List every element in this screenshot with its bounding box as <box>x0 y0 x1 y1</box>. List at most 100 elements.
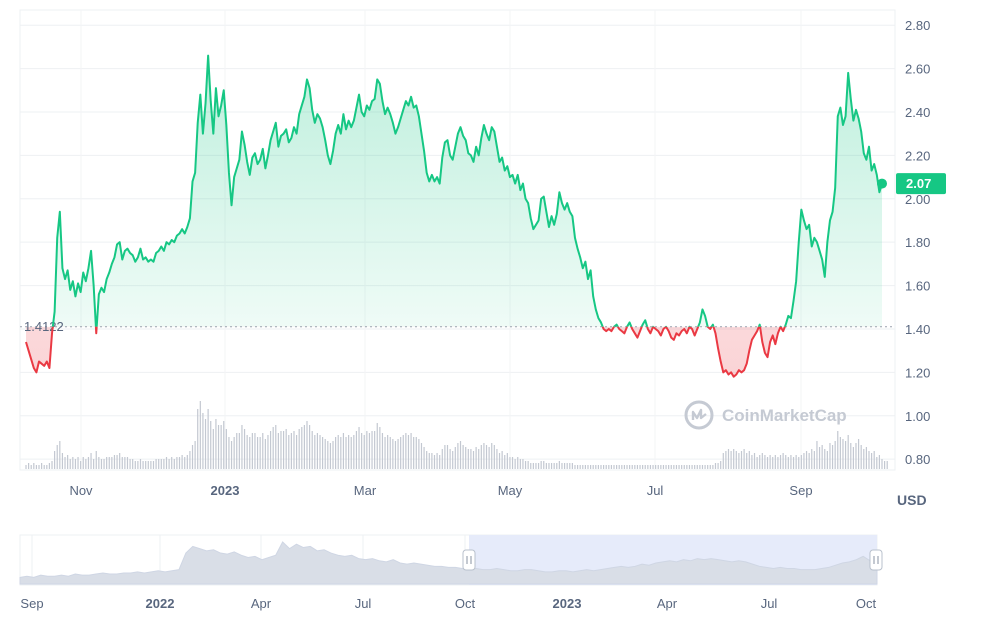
volume-bar <box>522 459 524 469</box>
volume-bar <box>626 465 628 469</box>
volume-bar <box>191 445 194 469</box>
volume-bar <box>25 465 27 469</box>
volume-bar <box>387 435 389 469</box>
volume-bar <box>556 463 558 469</box>
volume-bar <box>668 465 670 469</box>
volume-bar <box>308 425 311 469</box>
y-tick-label: 1.80 <box>905 235 930 250</box>
volume-bar <box>831 445 834 469</box>
volume-bar <box>28 463 30 469</box>
volume-bar <box>818 447 821 469</box>
volume-bar <box>402 435 404 469</box>
volume-bar <box>824 449 826 469</box>
volume-bar <box>725 451 727 469</box>
volume-bar <box>165 457 168 469</box>
volume-bar <box>709 465 711 469</box>
volume-bar <box>465 447 467 469</box>
current-price-dot[interactable] <box>877 178 887 189</box>
coinmarketcap-watermark: CoinMarketCap <box>684 400 847 430</box>
volume-bar <box>475 447 477 469</box>
coinmarketcap-logo-icon <box>684 400 714 430</box>
volume-bar <box>511 457 514 469</box>
volume-bar <box>397 439 399 469</box>
y-tick-label: 1.20 <box>905 365 930 380</box>
volume-bar <box>665 465 667 469</box>
volume-bar <box>605 465 607 469</box>
volume-bar <box>407 435 410 469</box>
volume-bar <box>160 459 162 469</box>
volume-bar <box>792 457 795 469</box>
volume-bar <box>517 457 519 469</box>
volume-bar <box>361 433 363 469</box>
volume-bar <box>470 449 472 469</box>
volume-bar <box>589 465 592 469</box>
volume-bar <box>301 427 303 469</box>
navigator-left-handle[interactable] <box>462 549 476 571</box>
navigator-right-handle[interactable] <box>869 549 883 571</box>
volume-bar <box>613 465 615 469</box>
volume-bar <box>603 465 605 469</box>
volume-bar <box>220 425 222 469</box>
volume-bar <box>54 451 56 469</box>
volume-bar <box>98 457 100 469</box>
volume-bar <box>652 465 654 469</box>
volume-bar <box>171 457 173 469</box>
price-line-up <box>51 54 883 327</box>
volume-bar <box>176 457 178 469</box>
y-tick-label: 1.00 <box>905 409 930 424</box>
volume-bar <box>795 455 797 469</box>
volume-bar <box>647 465 649 469</box>
volume-bar <box>280 431 282 469</box>
volume-bar <box>433 455 436 469</box>
range-navigator[interactable]: Sep 2022 Apr Jul Oct 2023 Apr Jul Oct <box>19 534 883 611</box>
navigator-tick-label: 2023 <box>553 596 582 611</box>
y-tick-label: 2.40 <box>905 105 930 120</box>
volume-bar <box>256 437 259 469</box>
volume-bar <box>782 453 784 469</box>
volume-bar <box>316 433 319 469</box>
volume-bar <box>855 443 857 469</box>
volume-bar <box>137 461 139 469</box>
volume-bar <box>844 441 847 469</box>
volume-bar <box>353 435 355 469</box>
volume-bar <box>675 465 678 469</box>
volume-bar <box>537 463 540 469</box>
volume-bar <box>314 435 316 469</box>
volume-bar <box>389 437 391 469</box>
volume-bar <box>184 457 186 469</box>
volume-bar <box>90 453 92 469</box>
volume-bar <box>740 451 743 469</box>
volume-bar <box>662 465 665 469</box>
volume-bar <box>756 457 758 469</box>
volume-bar <box>545 463 547 469</box>
volume-bar <box>452 451 454 469</box>
volume-bar <box>816 441 818 469</box>
volume-bar <box>707 465 709 469</box>
volume-bar <box>480 445 482 469</box>
volume-bar <box>436 453 438 469</box>
volume-bar <box>446 445 449 469</box>
volume-bar <box>405 433 407 469</box>
y-tick-label: 0.80 <box>905 452 930 467</box>
volume-bar <box>87 457 90 469</box>
volume-bar <box>746 453 748 469</box>
volume-bar <box>712 465 714 469</box>
volume-bar <box>379 427 381 469</box>
volume-bar <box>374 431 376 469</box>
volume-bar <box>881 459 883 469</box>
volume-bar <box>186 455 188 469</box>
volume-bar <box>730 451 732 469</box>
x-tick-label: Sep <box>789 483 812 498</box>
volume-bar <box>704 465 706 469</box>
volume-bar <box>158 459 160 469</box>
volume-bar <box>204 419 207 469</box>
volume-bar <box>322 437 324 469</box>
volume-bar <box>124 457 126 469</box>
volume-bar <box>77 457 79 469</box>
volume-bar <box>876 457 878 469</box>
volume-bar <box>139 459 142 469</box>
volume-bar <box>285 429 287 469</box>
volume-bar <box>873 451 875 469</box>
x-axis: Nov 2023 Mar May Jul Sep <box>69 483 812 498</box>
